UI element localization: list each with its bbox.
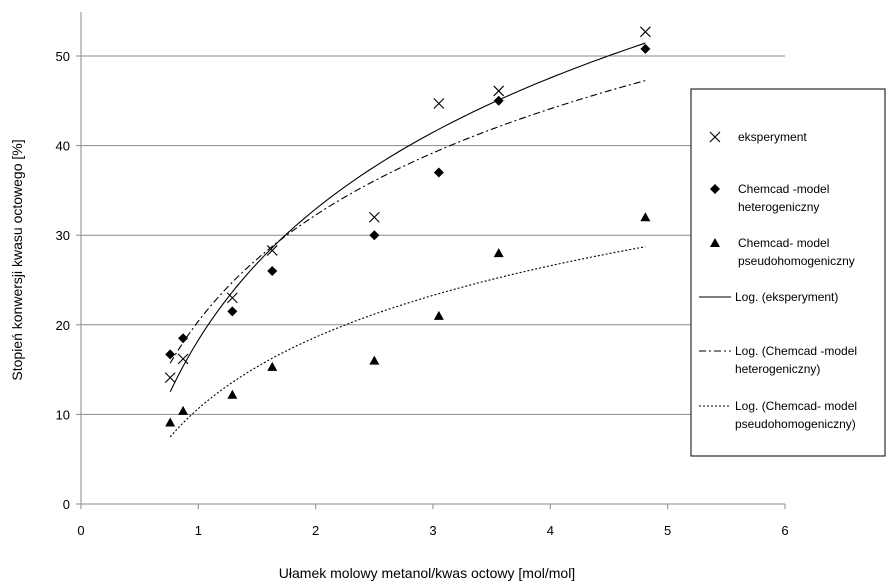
heterogeneous-model-point [369,230,380,241]
x-tick-label: 4 [547,523,554,538]
axes: 0 10 20 30 40 50 0 1 2 3 4 5 6 [56,12,789,538]
y-tick-label: 0 [63,497,70,512]
legend-label: eksperyment [738,130,807,144]
x-axis-label: Ułamek molowy metanol/kwas octowy [mol/m… [279,565,575,581]
trendlines [169,42,646,438]
heterogeneous-model-point [165,349,176,360]
experiment-point [368,211,380,223]
x-tick-label: 5 [664,523,671,538]
trendline [169,42,646,393]
pseudohomogeneous-model-point [433,310,444,320]
heterogeneous-model-point [227,306,238,317]
y-tick-label: 30 [56,228,70,243]
legend-label: pseudohomogeniczny [738,254,855,268]
triangle-marker-icon [710,238,720,247]
experiment-point [164,372,176,384]
pseudohomogeneous-model-point [227,389,238,399]
legend-label: Log. (Chemcad -model [735,344,857,358]
data-points [164,26,651,427]
experiment-point [177,353,189,365]
pseudohomogeneous-model-point [165,417,176,427]
diamond-marker-icon [710,184,720,194]
gridlines [81,55,785,415]
heterogeneous-model-point [640,43,651,54]
y-tick-label: 20 [56,318,70,333]
trendline [169,80,646,364]
y-tick-label: 10 [56,407,70,422]
experiment-point [639,26,651,38]
legend-label: Log. (eksperyment) [735,290,838,304]
pseudohomogeneous-model-point [178,405,189,415]
heterogeneous-model-point [178,333,189,344]
trendline [169,246,646,438]
x-tick-label: 1 [195,523,202,538]
x-tick-label: 6 [781,523,788,538]
x-marker-icon [709,131,721,143]
x-tick-label: 0 [77,523,84,538]
experiment-point [433,98,445,109]
pseudohomogeneous-model-point [267,361,278,371]
experiment-point [266,245,278,256]
legend: eksperyment Chemcad -model heterogeniczny C… [690,88,886,457]
experiment-point [226,292,238,304]
legend-label: heterogeniczny) [735,362,820,376]
pseudohomogeneous-model-point [369,355,380,365]
pseudohomogeneous-model-point [640,212,651,222]
legend-label: Chemcad- model [738,236,829,250]
pseudohomogeneous-model-point [493,248,504,258]
x-tick-label: 2 [312,523,319,538]
experiment-point [493,85,505,97]
legend-label: Chemcad -model [738,182,829,196]
heterogeneous-model-point [433,167,444,178]
legend-label: Log. (Chemcad- model [735,399,857,413]
x-tick-label: 3 [429,523,436,538]
heterogeneous-model-point [493,95,504,106]
y-tick-label: 50 [56,49,70,64]
y-tick-label: 40 [56,139,70,154]
y-axis-label: Stopień konwersji kwasu octowego [%] [9,139,25,380]
legend-label: pseudohomogeniczny) [735,417,856,431]
heterogeneous-model-point [267,266,278,277]
legend-box [690,88,886,457]
legend-label: heterogeniczny [738,200,819,214]
